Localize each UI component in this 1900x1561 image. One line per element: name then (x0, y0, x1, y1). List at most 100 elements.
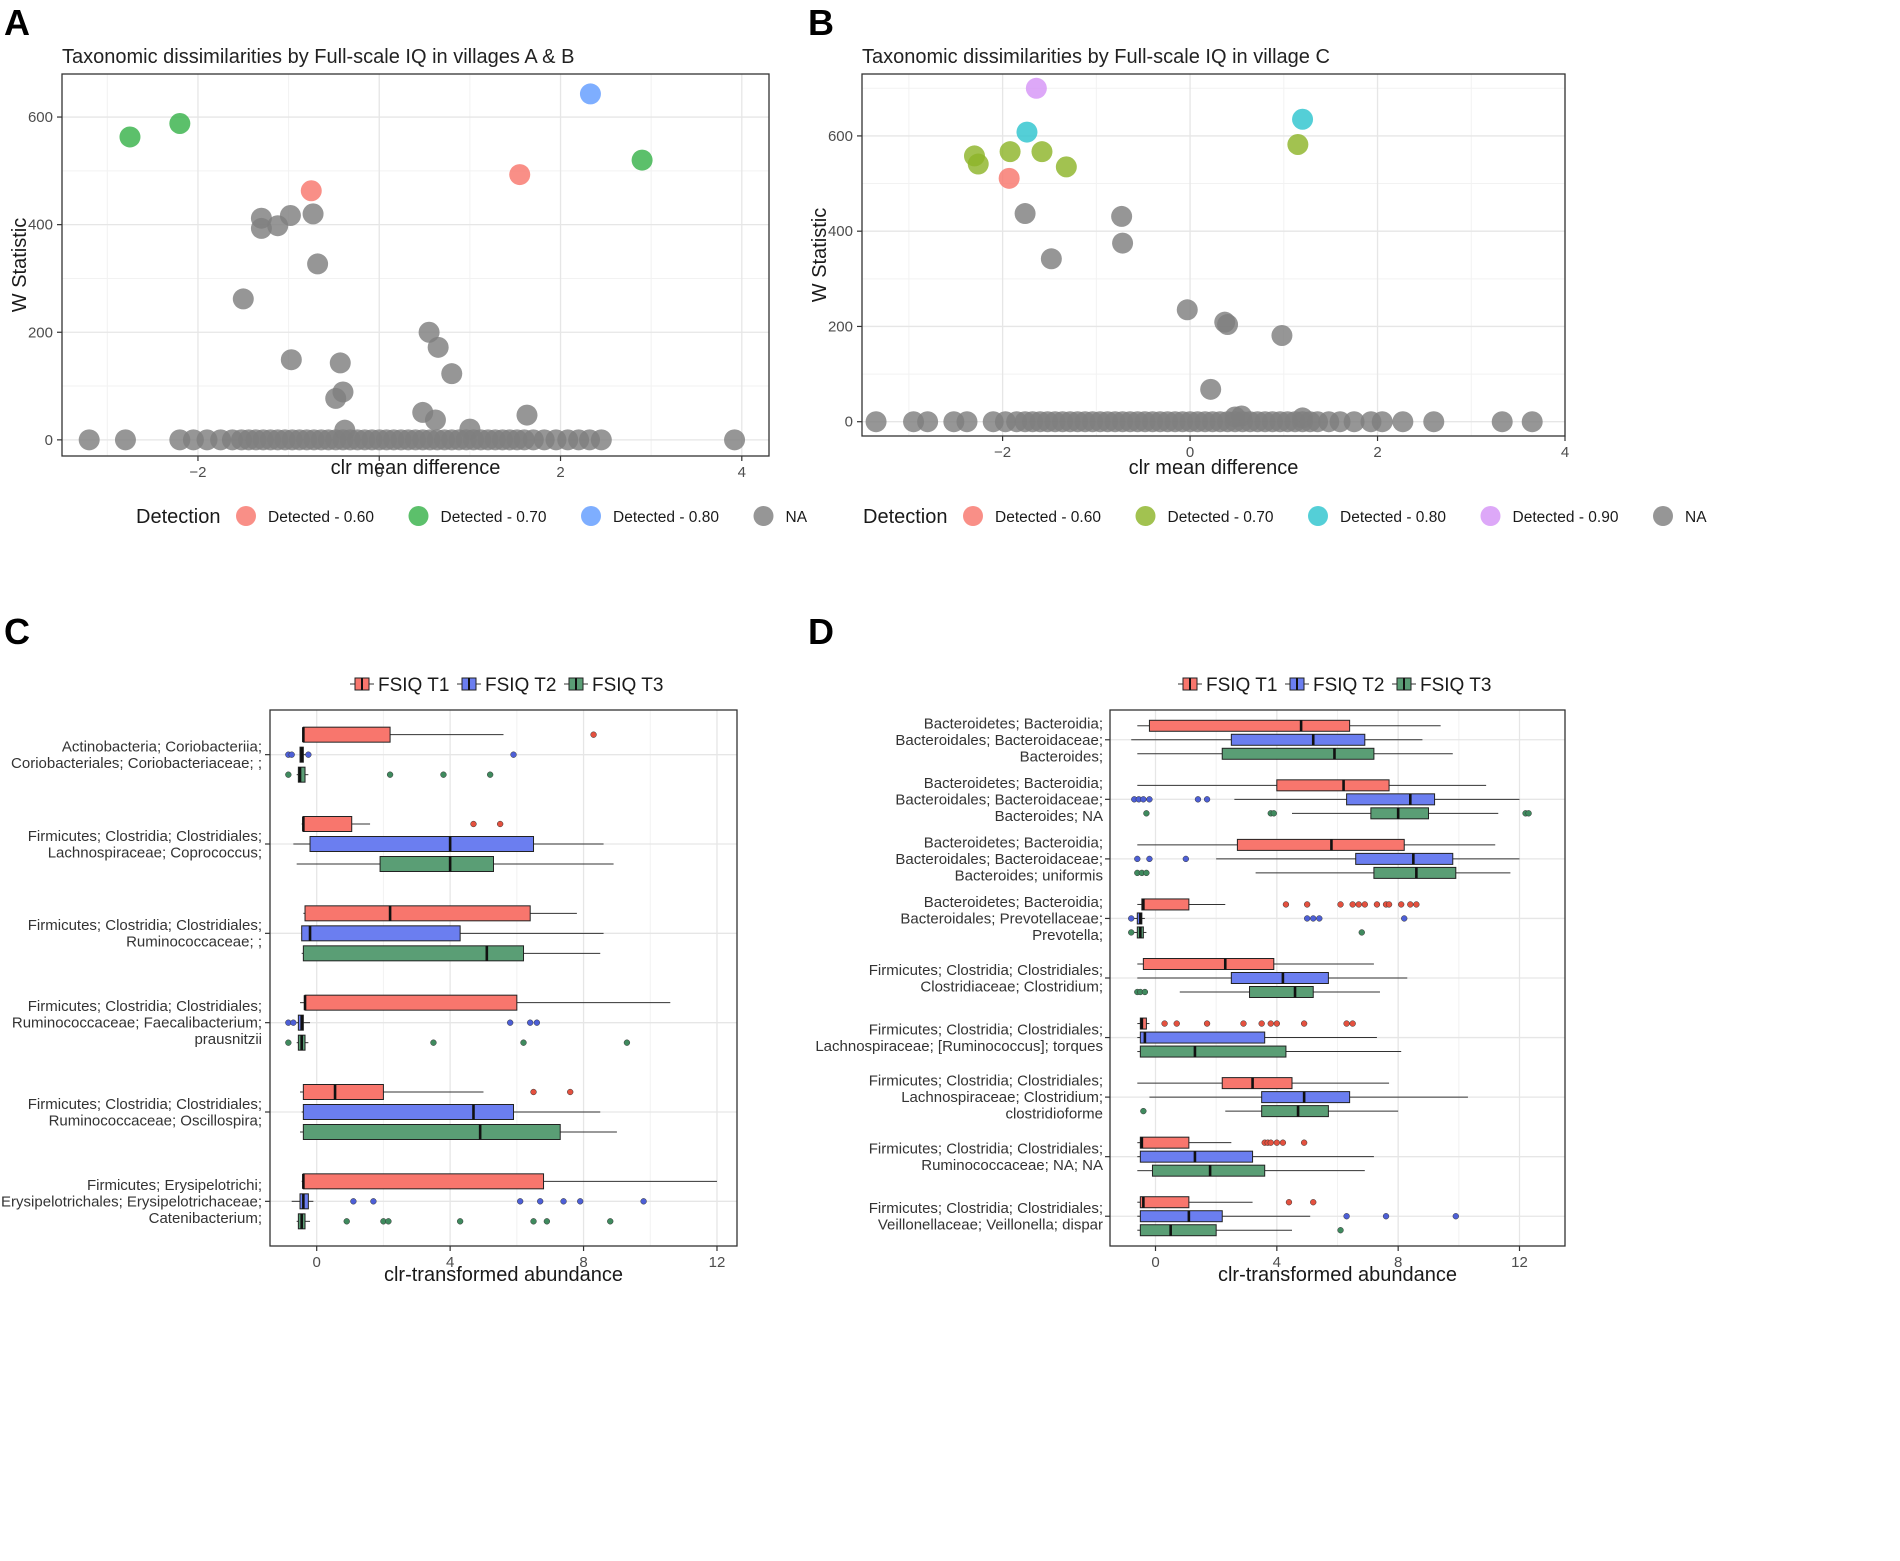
box-fsiq-t3 (1134, 986, 1380, 998)
category-group: Firmicutes; Erysipelotrichi;Erysipelotri… (1, 1173, 717, 1230)
series-detected-0-80 (1016, 108, 1314, 143)
outlier-point (1141, 988, 1149, 996)
category-label: Bacteroidetes; Bacteroidia;Bacteroidales… (900, 894, 1103, 944)
x-tick-label: 4 (738, 464, 746, 481)
box-body (1370, 807, 1430, 820)
category-label-line: Firmicutes; Clostridia; Clostridiales; (869, 1140, 1103, 1157)
box-fsiq-t1 (301, 816, 504, 832)
data-point (865, 411, 887, 433)
box-fsiq-t2 (301, 1104, 601, 1120)
outlier-point (1300, 1139, 1308, 1146)
legend-key (581, 506, 601, 526)
category-label-line: Firmicutes; Clostridia; Clostridiales; (28, 998, 262, 1015)
legend-label: FSIQ T2 (1313, 675, 1384, 696)
x-tick-label: 4 (1561, 444, 1569, 461)
box-body (1139, 1136, 1190, 1149)
outlier-point (1452, 1213, 1459, 1220)
legend-key (1308, 506, 1328, 526)
series-detected-0-60 (998, 167, 1020, 189)
category-group: Bacteroidetes; Bacteroidia;Bacteroidales… (895, 775, 1532, 825)
legend-label: Detected - 0.80 (1340, 509, 1446, 526)
outlier-point (285, 771, 292, 778)
box-body (1221, 747, 1375, 760)
x-tick-label: 8 (579, 1254, 587, 1271)
legend-entry: Detected - 0.60 (236, 506, 374, 526)
y-tick-label: 600 (28, 109, 53, 126)
x-tick-label: 12 (1511, 1254, 1528, 1271)
data-point (441, 363, 463, 385)
category-label-line: Firmicutes; Clostridia; Clostridiales; (869, 1021, 1103, 1038)
outlier-point (607, 1218, 614, 1225)
category-group: Bacteroidetes; Bacteroidia;Bacteroidales… (895, 715, 1453, 765)
box-body (1151, 1164, 1266, 1177)
category-label-line: Actinobacteria; Coriobacteriia; (62, 738, 262, 755)
box-body (302, 1104, 515, 1120)
outlier-point (1343, 1020, 1350, 1027)
legend-label: FSIQ T3 (1420, 675, 1491, 696)
scatter-panel-a: Taxonomic dissimilarities by Full-scale … (9, 46, 808, 528)
data-point (1521, 411, 1543, 433)
category-group: Firmicutes; Clostridia; Clostridiales;Ru… (28, 1084, 617, 1140)
series-detected-0-70 (119, 112, 653, 171)
legend-key (1653, 506, 1673, 526)
outlier-point (1337, 901, 1344, 908)
x-axis-title: clr-transformed abundance (384, 1264, 623, 1286)
category-label: Bacteroidetes; Bacteroidia;Bacteroidales… (895, 715, 1103, 765)
box-fsiq-t1 (303, 905, 577, 922)
data-point (1343, 411, 1365, 433)
legend-label: Detected - 0.80 (613, 509, 719, 526)
outlier-point (370, 1198, 377, 1205)
gridlines (270, 710, 737, 1246)
outlier-point (640, 1198, 647, 1205)
box-fsiq-t1 (1137, 958, 1374, 970)
box-fsiq-t3 (285, 766, 494, 783)
data-point (114, 429, 136, 451)
legend-title: Detection (136, 506, 221, 528)
outlier-point (1140, 796, 1147, 803)
box-body (304, 905, 531, 922)
category-label-line: Bacteroidales; Prevotellaceae; (900, 910, 1103, 927)
outlier-point (530, 1218, 537, 1225)
legend-label: Detected - 0.70 (1168, 509, 1274, 526)
data-point (917, 411, 939, 433)
outlier-point (1361, 901, 1368, 908)
data-point (250, 217, 272, 239)
y-tick-label: 600 (828, 128, 853, 145)
box-fsiq-t3 (296, 856, 614, 872)
box-fsiq-t3 (300, 1124, 617, 1140)
box-fsiq-t3 (1137, 1164, 1365, 1177)
category-label: Firmicutes; Clostridia; Clostridiales;La… (28, 828, 262, 862)
box-body (1249, 986, 1314, 998)
box-fsiq-t2 (1134, 852, 1520, 865)
box-body (1148, 719, 1351, 732)
box-body (1230, 972, 1329, 984)
x-axis-title: clr mean difference (331, 457, 501, 479)
legend: Detection Detected - 0.60 Detected - 0.70 D… (136, 506, 808, 528)
data-point (516, 404, 538, 426)
box-fsiq-t2 (293, 836, 604, 852)
box-fsiq-t2 (1149, 1091, 1468, 1104)
outlier-point (1349, 1020, 1356, 1027)
category-label-line: Bacteroides; NA (995, 808, 1103, 825)
box-fsiq-t3 (285, 1034, 631, 1051)
category-label: Firmicutes; Clostridia; Clostridiales;Ru… (28, 917, 262, 951)
box-fsiq-t3 (1143, 807, 1532, 820)
outlier-point (1282, 901, 1290, 908)
category-label-line: Firmicutes; Clostridia; Clostridiales; (869, 1200, 1103, 1217)
panel-letter-b: B (808, 2, 834, 43)
category-label: Firmicutes; Clostridia; Clostridiales;Ru… (869, 1140, 1103, 1174)
category-label-line: prausnitzii (194, 1031, 262, 1048)
outlier-point (1373, 901, 1381, 908)
data-point (509, 164, 531, 186)
legend-key (1135, 506, 1156, 526)
gridlines (862, 74, 1566, 436)
category-group: Firmicutes; Clostridia; Clostridiales;Ru… (869, 1136, 1374, 1177)
outlier-point (430, 1039, 437, 1046)
outlier-point (510, 751, 517, 758)
category-label: Bacteroidetes; Bacteroidia;Bacteroidales… (895, 834, 1103, 884)
category-label-line: Ruminococcaceae; NA; NA (921, 1157, 1103, 1174)
outlier-point (1343, 1213, 1350, 1220)
outlier-point (1300, 1020, 1308, 1027)
series-detected-0-90 (1025, 77, 1047, 99)
